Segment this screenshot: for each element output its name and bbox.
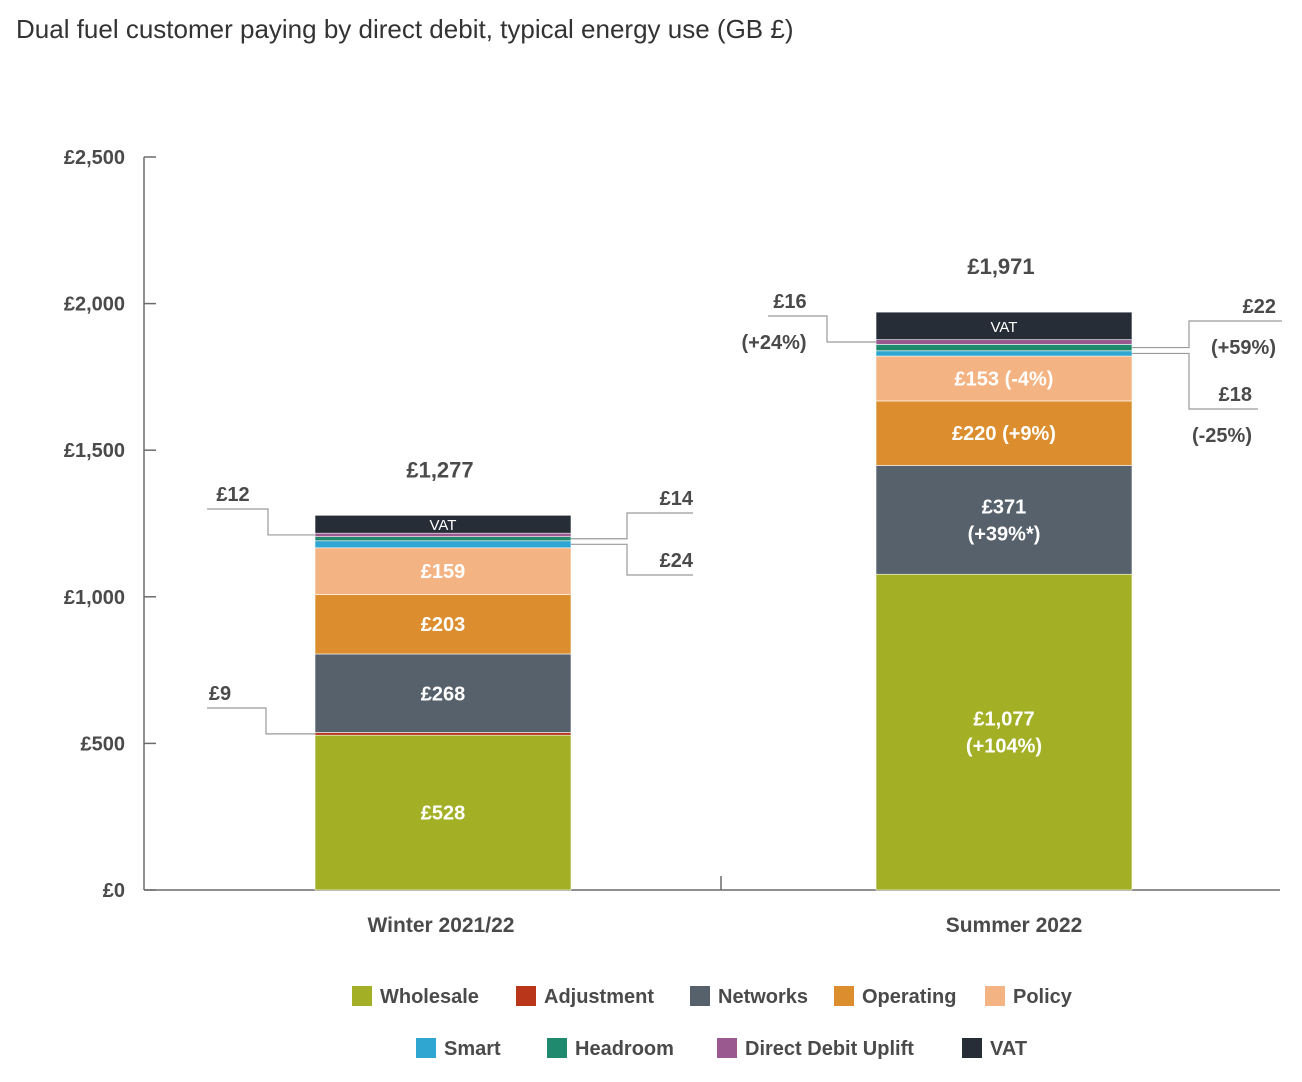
y-tick-label: £1,000 [64, 587, 125, 609]
callout-label-headroom: £22 [1243, 296, 1276, 318]
legend-label-adjustment: Adjustment [544, 986, 654, 1008]
legend-label-policy: Policy [1013, 986, 1073, 1008]
legend-swatch-wholesale [352, 986, 372, 1006]
legend-label-headroom: Headroom [575, 1038, 674, 1060]
callout-leader-direct-debit-uplift [207, 508, 315, 536]
x-category-label: Summer 2022 [946, 914, 1083, 937]
segment-label-networks: £371 [982, 496, 1027, 518]
bar-segment-smart [314, 540, 572, 549]
callout-label-direct-debit-uplift: £12 [216, 484, 249, 506]
bar-total-label: £1,277 [406, 457, 473, 482]
segment-label-policy: £153 (-4%) [955, 369, 1054, 391]
legend-label-operating: Operating [862, 986, 956, 1008]
callout-label-adjustment: £9 [209, 683, 231, 705]
bar-segment-policy [875, 355, 1133, 402]
callout-label-direct-debit-uplift: £16 [773, 291, 806, 313]
segment-label-networks: £268 [421, 683, 466, 705]
legend-swatch-vat [962, 1038, 982, 1058]
segment-label-wholesale: £1,077 [973, 709, 1034, 731]
segment-label-vat: VAT [430, 517, 457, 534]
bar-segment-wholesale [875, 573, 1133, 891]
segment-label-wholesale: (+104%) [966, 736, 1042, 758]
legend-swatch-operating [834, 986, 854, 1006]
segment-label-wholesale: £528 [421, 803, 466, 825]
bar-segment-headroom [314, 536, 572, 542]
y-tick-label: £1,500 [64, 440, 125, 462]
bar-total-label: £1,971 [967, 254, 1034, 279]
y-tick-label: £2,500 [64, 147, 125, 169]
bar-segment-smart [875, 350, 1133, 357]
segment-label-operating: £220 (+9%) [952, 423, 1056, 445]
legend-label-vat: VAT [990, 1038, 1027, 1060]
bar-segment-adjustment [314, 732, 572, 736]
y-tick-label: £2,000 [64, 294, 125, 316]
callout-leader-headroom [1132, 320, 1282, 349]
callout-label-smart: £18 [1219, 384, 1252, 406]
callout-leader-adjustment [207, 707, 315, 735]
callout-label-direct-debit-uplift: (+24%) [741, 332, 806, 354]
callout-leader-smart [1132, 352, 1258, 410]
legend-swatch-networks [690, 986, 710, 1006]
bar-segment-vat [314, 514, 572, 534]
segment-label-vat: VAT [991, 319, 1018, 336]
x-category-label: Winter 2021/22 [368, 914, 515, 937]
callout-label-headroom: (+59%) [1211, 337, 1276, 359]
legend-swatch-smart [416, 1038, 436, 1058]
bar-segment-vat [875, 311, 1133, 340]
segment-label-operating: £203 [421, 614, 466, 636]
legend-label-networks: Networks [718, 986, 808, 1008]
bar-segment-networks [875, 465, 1133, 575]
bar-segment-wholesale [314, 734, 572, 891]
callout-leader-smart [571, 543, 693, 576]
legend-label-smart: Smart [444, 1038, 501, 1060]
callout-leader-headroom [571, 512, 693, 540]
legend-label-direct-debit-uplift: Direct Debit Uplift [745, 1038, 914, 1060]
segment-label-networks: (+39%*) [968, 523, 1041, 545]
callout-label-headroom: £14 [660, 488, 694, 510]
callout-label-smart: (-25%) [1192, 425, 1252, 447]
callout-label-smart: £24 [660, 550, 694, 572]
legend-swatch-headroom [547, 1038, 567, 1058]
legend-label-wholesale: Wholesale [380, 986, 479, 1008]
callout-leader-direct-debit-uplift [768, 315, 876, 343]
chart-title: Dual fuel customer paying by direct debi… [16, 14, 794, 44]
y-tick-label: £0 [103, 880, 125, 902]
bar-segment-direct-debit-uplift [875, 339, 1133, 345]
bar-segment-headroom [875, 344, 1133, 352]
bar-segment-networks [314, 653, 572, 733]
legend-swatch-policy [985, 986, 1005, 1006]
legend-swatch-direct-debit-uplift [717, 1038, 737, 1058]
y-tick-label: £500 [81, 733, 126, 755]
legend-swatch-adjustment [516, 986, 536, 1006]
segment-label-policy: £159 [421, 561, 466, 583]
